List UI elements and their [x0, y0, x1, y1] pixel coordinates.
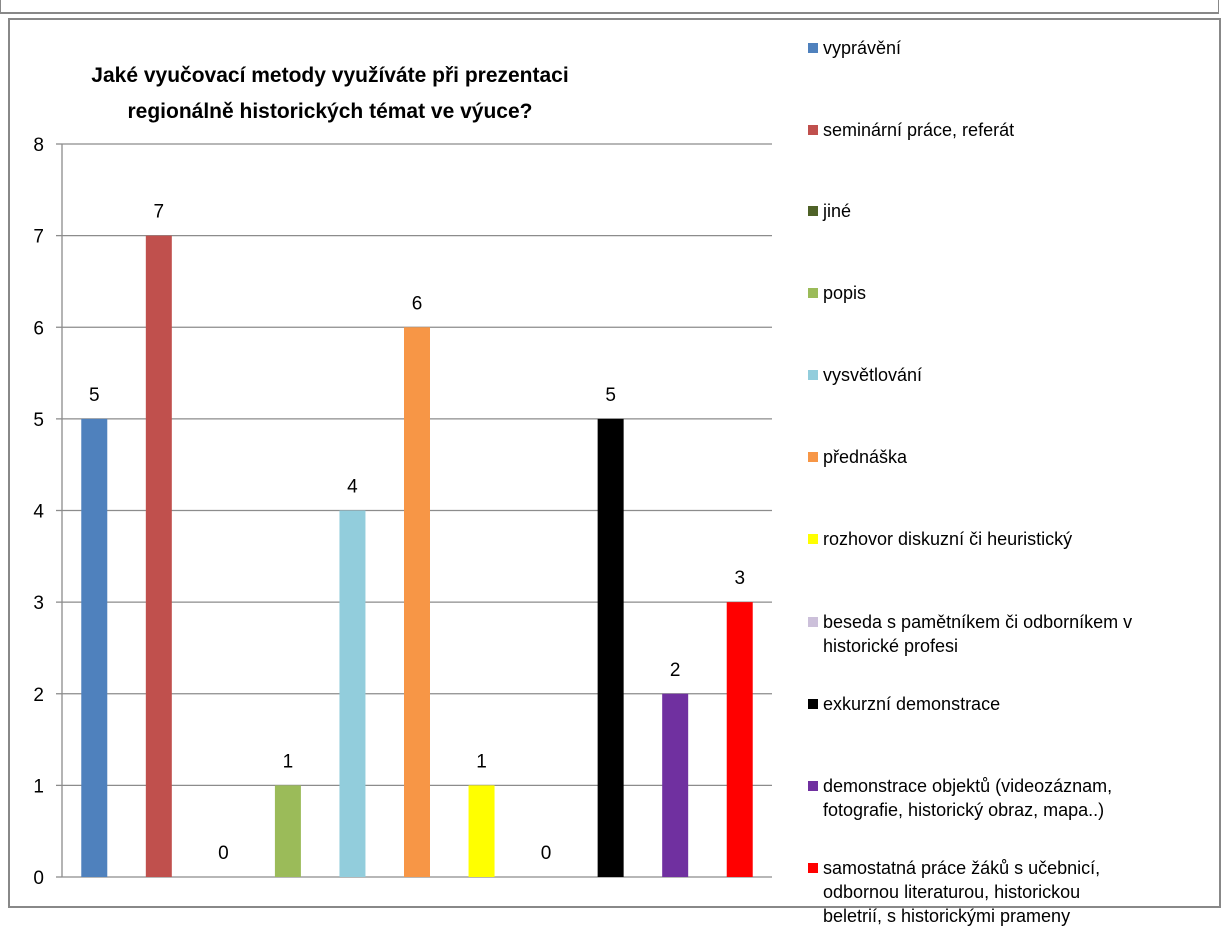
legend-label-line: samostatná práce žáků s učebnicí,	[823, 858, 1101, 878]
y-tick-label: 8	[33, 135, 44, 156]
y-tick-label: 2	[33, 685, 44, 706]
data-label: 6	[412, 293, 423, 314]
legend-label-line: beseda s pamětníkem či odborníkem v	[823, 612, 1133, 632]
y-tick-label: 3	[33, 593, 44, 614]
legend-swatch	[808, 863, 818, 873]
legend-label: beseda s pamětníkem či odborníkem v histo…	[823, 610, 1132, 658]
legend-item: jiné	[808, 199, 851, 223]
legend-item: beseda s pamětníkem či odborníkem v histo…	[808, 610, 1132, 658]
bar	[726, 602, 753, 877]
y-tick-label: 0	[33, 868, 44, 889]
legend-label: jiné	[823, 199, 851, 223]
legend-label-line: historické profesi	[823, 636, 959, 656]
legend-swatch	[808, 288, 818, 298]
data-label: 0	[218, 843, 229, 864]
legend-label-line: seminární práce, referát	[823, 120, 1015, 140]
legend-label: přednáška	[823, 445, 907, 469]
legend-label-line: jiné	[823, 201, 852, 221]
y-tick-label: 1	[33, 776, 44, 797]
y-tick-label: 7	[33, 227, 44, 248]
legend-label-line: fotografie, historický obraz, mapa..)	[823, 800, 1105, 820]
legend-label-line: vysvětlování	[823, 365, 923, 385]
legend-label: seminární práce, referát	[823, 118, 1014, 142]
legend-swatch	[808, 699, 818, 709]
legend-label: exkurzní demonstrace	[823, 692, 1000, 716]
legend-swatch	[808, 452, 818, 462]
legend-item: demonstrace objektů (videozáznam, fotogra…	[808, 774, 1112, 822]
legend-swatch	[808, 781, 818, 791]
legend-swatch	[808, 370, 818, 380]
legend-label-line: exkurzní demonstrace	[823, 694, 1001, 714]
bar	[404, 327, 430, 877]
legend-item: seminární práce, referát	[808, 118, 1014, 142]
legend-label: demonstrace objektů (videozáznam, fotogra…	[823, 774, 1112, 822]
legend-item: rozhovor diskuzní či heuristický	[808, 527, 1072, 551]
legend-label: rozhovor diskuzní či heuristický	[823, 527, 1072, 551]
bar	[145, 235, 172, 877]
legend-swatch	[808, 43, 818, 53]
legend-item: popis	[808, 281, 866, 305]
data-label: 2	[670, 660, 681, 681]
legend-swatch	[808, 534, 818, 544]
chart-title: Jaké vyučovací metody využíváte při prez…	[20, 58, 640, 130]
legend-swatch	[808, 206, 818, 216]
bar	[339, 510, 366, 877]
bar	[468, 785, 495, 877]
bar	[662, 693, 689, 877]
legend-item: vysvětlování	[808, 363, 922, 387]
legend-item: přednáška	[808, 445, 907, 469]
data-label: 1	[283, 751, 294, 772]
data-label: 7	[154, 202, 165, 223]
data-label: 1	[476, 751, 487, 772]
legend-label: samostatná práce žáků s učebnicí, odborno…	[823, 856, 1100, 928]
legend-label-line: beletrií, s historickými prameny	[823, 906, 1071, 926]
legend-label: vysvětlování	[823, 363, 922, 387]
bar	[597, 418, 624, 877]
y-tick-label: 5	[33, 410, 44, 431]
data-label: 5	[89, 385, 100, 406]
legend-swatch	[808, 125, 818, 135]
y-tick-label: 6	[33, 318, 44, 339]
legend-item: exkurzní demonstrace	[808, 692, 1000, 716]
bar	[274, 785, 301, 877]
bar	[81, 418, 108, 877]
data-label: 4	[347, 477, 358, 498]
data-label: 5	[605, 385, 616, 406]
legend-item: samostatná práce žáků s učebnicí, odborno…	[808, 856, 1100, 928]
data-label: 3	[734, 568, 745, 589]
legend-label: popis	[823, 281, 866, 305]
legend-label-line: přednáška	[823, 447, 908, 467]
data-label: 0	[541, 843, 552, 864]
legend-label-line: vyprávění	[823, 38, 902, 58]
legend-swatch	[808, 617, 818, 627]
bar-chart: 0 1 2 3 4 5 6 7 8 5 7 0 1 4 6 1 0 5 2 3	[33, 135, 772, 889]
legend-label-line: rozhovor diskuzní či heuristický	[823, 529, 1073, 549]
chart-title-line-1: Jaké vyučovací metody využíváte při prez…	[91, 64, 569, 87]
legend-label-line: popis	[823, 283, 867, 303]
legend-label-line: demonstrace objektů (videozáznam,	[823, 776, 1113, 796]
legend-item: vyprávění	[808, 36, 901, 60]
chart-title-line-2: regionálně historických témat ve výuce?	[127, 100, 533, 123]
legend-label-line: odbornou literaturou, historickou	[823, 882, 1081, 902]
previous-chart-frame	[0, 0, 1219, 14]
legend-label: vyprávění	[823, 36, 901, 60]
y-tick-label: 4	[33, 502, 44, 523]
